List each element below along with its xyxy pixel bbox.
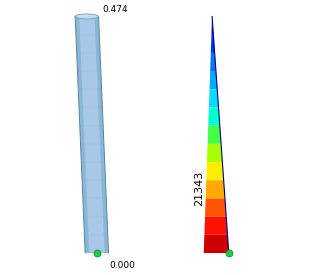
Text: 0.000: 0.000 [110, 261, 135, 270]
Polygon shape [206, 162, 224, 180]
Polygon shape [95, 16, 109, 253]
Polygon shape [75, 16, 109, 253]
Polygon shape [75, 16, 89, 253]
Polygon shape [209, 89, 218, 108]
Text: 0.474: 0.474 [103, 5, 128, 14]
Text: 21343: 21343 [194, 171, 204, 206]
Polygon shape [204, 235, 229, 253]
Polygon shape [208, 126, 221, 144]
Ellipse shape [75, 14, 99, 19]
Polygon shape [209, 71, 217, 89]
Polygon shape [210, 53, 216, 71]
Polygon shape [211, 16, 213, 35]
Polygon shape [204, 217, 227, 235]
Polygon shape [207, 144, 222, 162]
Polygon shape [205, 199, 226, 217]
Polygon shape [206, 180, 225, 199]
Polygon shape [208, 108, 220, 126]
Polygon shape [211, 35, 215, 53]
